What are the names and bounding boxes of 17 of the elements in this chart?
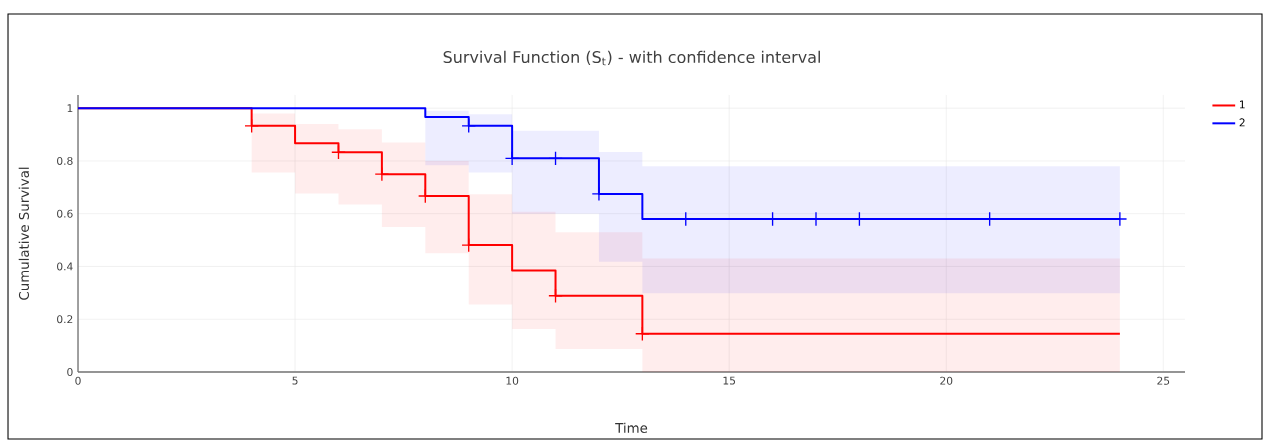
x-tick-label: 15 xyxy=(723,376,736,385)
y-tick-label: 0.8 xyxy=(57,156,73,165)
y-tick-label: 0.4 xyxy=(57,262,73,271)
x-tick-label: 0 xyxy=(75,376,81,385)
x-tick-label: 20 xyxy=(940,376,953,385)
y-axis-title: Cumulative Survival xyxy=(18,167,30,300)
y-tick-label: 0.2 xyxy=(57,315,73,324)
x-axis-title: Time xyxy=(615,422,648,434)
legend-label: 1 xyxy=(1240,100,1245,109)
x-tick-label: 10 xyxy=(506,376,519,385)
x-tick-label: 25 xyxy=(1157,376,1170,385)
y-tick-label: 0 xyxy=(67,367,73,377)
chart-title: Survival Function (S$_{t}$) - with confidence interval xyxy=(443,50,820,66)
legend-label: 2 xyxy=(1239,118,1245,127)
y-tick-label: 1 xyxy=(67,104,73,113)
x-tick-label: 5 xyxy=(292,376,298,385)
y-tick-label: 0.6 xyxy=(57,209,73,218)
